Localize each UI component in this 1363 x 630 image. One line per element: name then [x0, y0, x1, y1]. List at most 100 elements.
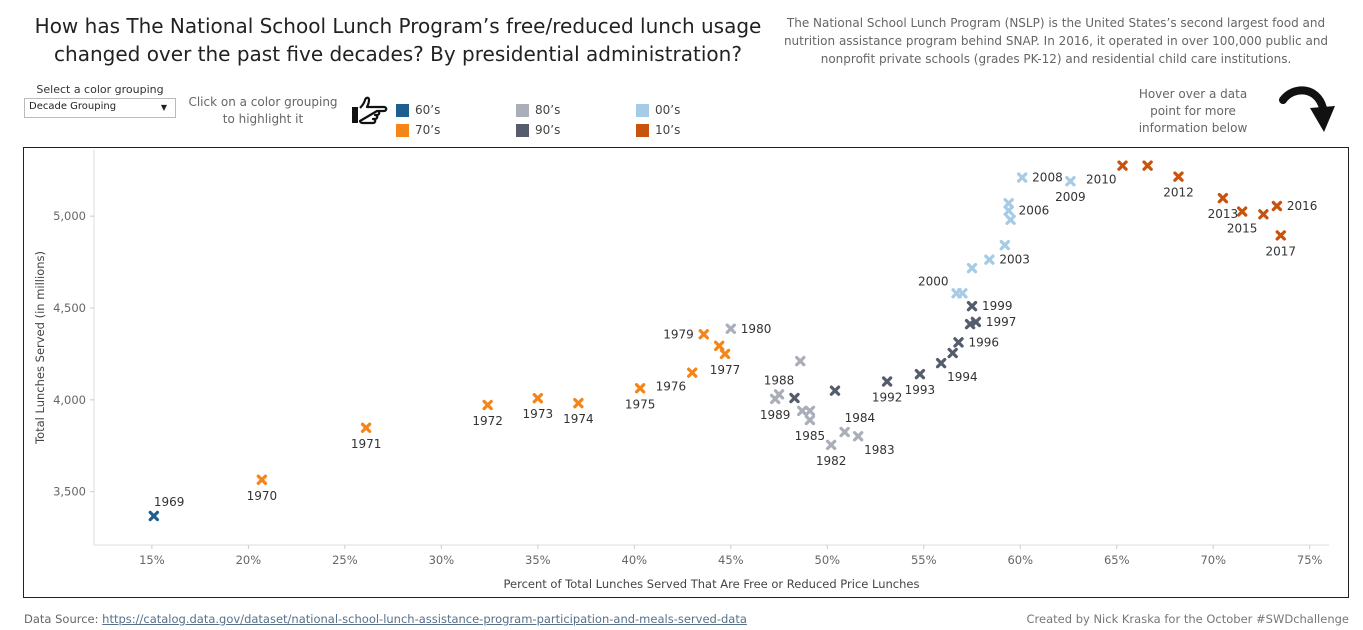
- y-tick-label: 4,500: [53, 301, 86, 315]
- legend-item-80s[interactable]: 80’s: [516, 103, 560, 117]
- data-point-1976[interactable]: [689, 369, 696, 376]
- point-label-1988: 1988: [764, 373, 795, 387]
- data-point-1974[interactable]: [575, 400, 582, 407]
- data-point-1979[interactable]: [700, 331, 707, 338]
- legend-label-00s: 00’s: [655, 103, 680, 117]
- data-point-1991[interactable]: [831, 387, 838, 394]
- point-label-1976: 1976: [656, 380, 687, 394]
- point-label-1985: 1985: [795, 429, 826, 443]
- description-line-2: nutrition assistance program behind SNAP…: [770, 32, 1342, 50]
- legend-item-10s[interactable]: 10’s: [636, 123, 680, 137]
- data-point-2007[interactable]: [1005, 200, 1012, 207]
- data-point-2001[interactable]: [959, 290, 966, 297]
- data-point-1984[interactable]: [841, 428, 848, 435]
- x-marker-icon: [575, 400, 582, 407]
- x-marker-icon: [1273, 202, 1280, 209]
- x-marker-icon: [916, 371, 923, 378]
- legend-item-60s[interactable]: 60’s: [396, 103, 440, 117]
- point-label-2000: 2000: [918, 274, 949, 288]
- data-point-1980[interactable]: [727, 325, 734, 332]
- hover-hint: Hover over a data point for more informa…: [1128, 86, 1258, 137]
- data-point-2006[interactable]: [1005, 207, 1012, 214]
- data-point-1981[interactable]: [797, 357, 804, 364]
- data-point-1987[interactable]: [799, 407, 806, 414]
- x-marker-icon: [362, 424, 369, 431]
- data-point-2009[interactable]: [1067, 178, 1074, 185]
- x-tick-label: 20%: [236, 553, 262, 567]
- data-point-1990[interactable]: [791, 394, 798, 401]
- x-marker-icon: [884, 378, 891, 385]
- data-point-2014[interactable]: [1239, 208, 1246, 215]
- x-marker-icon: [1007, 216, 1014, 223]
- x-marker-icon: [855, 433, 862, 440]
- y-tick-label: 5,000: [53, 209, 86, 223]
- data-point-1994[interactable]: [938, 360, 945, 367]
- x-marker-icon: [1277, 232, 1284, 239]
- point-label-2017: 2017: [1265, 244, 1296, 258]
- data-point-1992[interactable]: [884, 378, 891, 385]
- data-point-2010[interactable]: [1119, 162, 1126, 169]
- data-point-1972[interactable]: [484, 401, 491, 408]
- data-point-2008[interactable]: [1019, 174, 1026, 181]
- curved-arrow-icon: [1277, 86, 1337, 134]
- legend-item-00s[interactable]: 00’s: [636, 103, 680, 117]
- data-point-1993[interactable]: [916, 371, 923, 378]
- data-point-1971[interactable]: [362, 424, 369, 431]
- data-source-link[interactable]: https://catalog.data.gov/dataset/nationa…: [102, 612, 747, 626]
- data-point-1999[interactable]: [968, 303, 975, 310]
- data-point-2011[interactable]: [1144, 162, 1151, 169]
- color-grouping-select[interactable]: Decade Grouping ▼: [24, 98, 176, 118]
- data-point-2017[interactable]: [1277, 232, 1284, 239]
- x-tick-label: 25%: [332, 553, 358, 567]
- x-tick-label: 75%: [1297, 553, 1323, 567]
- legend-item-90s[interactable]: 90’s: [516, 123, 560, 137]
- title-line-2: changed over the past five decades? By p…: [28, 40, 768, 68]
- data-point-1977[interactable]: [721, 350, 728, 357]
- legend-item-70s[interactable]: 70’s: [396, 123, 440, 137]
- legend-swatch-00s: [636, 104, 649, 117]
- data-point-2004[interactable]: [1001, 242, 1008, 249]
- data-point-2003[interactable]: [986, 256, 993, 263]
- x-marker-icon: [1119, 162, 1126, 169]
- data-point-2002[interactable]: [968, 265, 975, 272]
- data-point-1969[interactable]: [150, 512, 157, 519]
- point-label-1970: 1970: [247, 489, 278, 503]
- data-point-2015[interactable]: [1260, 211, 1267, 218]
- x-marker-icon: [721, 350, 728, 357]
- data-point-2012[interactable]: [1175, 173, 1182, 180]
- data-point-1985[interactable]: [806, 416, 813, 423]
- point-label-2012: 2012: [1163, 186, 1194, 200]
- data-point-1975[interactable]: [637, 385, 644, 392]
- x-axis-title: Percent of Total Lunches Served That Are…: [504, 577, 920, 591]
- data-point-1982[interactable]: [828, 441, 835, 448]
- x-marker-icon: [1005, 207, 1012, 214]
- y-tick-label: 4,000: [53, 393, 86, 407]
- data-point-2016[interactable]: [1273, 202, 1280, 209]
- title-line-1: How has The National School Lunch Progra…: [28, 12, 768, 40]
- description-line-3: nonprofit private schools (grades PK-12)…: [770, 50, 1342, 68]
- x-tick-label: 65%: [1104, 553, 1130, 567]
- x-marker-icon: [1219, 195, 1226, 202]
- point-label-1980: 1980: [741, 322, 772, 336]
- chart-frame: 3,500 4,000 4,500 5,000 15% 20% 25% 30% 35% 40% 45…: [23, 147, 1349, 598]
- color-grouping-label: Select a color grouping: [24, 83, 176, 96]
- x-marker-icon: [1260, 211, 1267, 218]
- x-tick-label: 45%: [718, 553, 744, 567]
- click-hint-line-1: Click on a color grouping: [186, 94, 340, 111]
- data-point-1986[interactable]: [806, 407, 813, 414]
- data-point-2005[interactable]: [1007, 216, 1014, 223]
- x-marker-icon: [1144, 162, 1151, 169]
- data-point-2013[interactable]: [1219, 195, 1226, 202]
- x-marker-icon: [689, 369, 696, 376]
- legend-label-60s: 60’s: [415, 103, 440, 117]
- data-point-1973[interactable]: [534, 395, 541, 402]
- point-label-2015: 2015: [1227, 221, 1258, 235]
- data-point-1996[interactable]: [955, 339, 962, 346]
- x-marker-icon: [955, 339, 962, 346]
- point-label-1994: 1994: [947, 370, 978, 384]
- data-point-1970[interactable]: [258, 476, 265, 483]
- dropdown-caret-icon: ▼: [161, 103, 167, 112]
- data-point-1978[interactable]: [716, 342, 723, 349]
- data-point-1983[interactable]: [855, 433, 862, 440]
- data-point-1995[interactable]: [949, 349, 956, 356]
